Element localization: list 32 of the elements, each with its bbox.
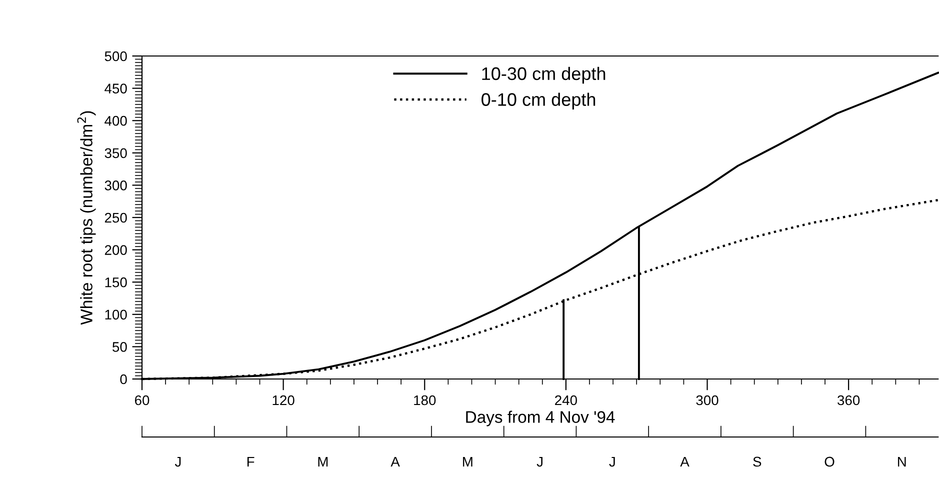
x-tick-label: 60 [134, 395, 150, 406]
category-label: J [536, 456, 542, 467]
y-tick-label: 100 [105, 310, 127, 320]
category-label: M [463, 456, 472, 467]
x-tick-label: 180 [414, 395, 436, 406]
y-tick-label: 350 [104, 148, 127, 158]
category-label: A [680, 456, 690, 467]
category-label: M [318, 456, 328, 467]
x-tick-label: 240 [555, 395, 577, 406]
y-tick-label: 250 [104, 212, 127, 223]
category-label: J [609, 456, 615, 467]
y-tick-label: 0 [120, 374, 127, 384]
category-label: A [390, 456, 400, 467]
category-label: J [174, 456, 181, 467]
x-tick-label: 300 [696, 395, 718, 406]
y-tick-label: 200 [104, 245, 127, 255]
legend-label: 0-10 cm depth [482, 92, 596, 110]
y-tick-label: 450 [104, 84, 127, 94]
category-label: O [824, 456, 834, 467]
y-axis-title: White root tips (number/dm$^{2}$) [77, 111, 96, 325]
category-label: N [898, 456, 906, 467]
legend-label: 10-30 cm depth [482, 66, 606, 84]
y-tick-label: 500 [104, 51, 127, 62]
y-tick-label: 400 [104, 116, 127, 126]
x-axis-title: Days from 4 Nov '94 [466, 410, 615, 426]
x-tick-label: 120 [272, 395, 294, 406]
x-tick-label: 360 [838, 395, 860, 406]
y-tick-label: 150 [105, 277, 127, 288]
category-label: S [753, 456, 762, 467]
y-tick-label: 50 [112, 342, 127, 352]
category-label: F [247, 456, 254, 467]
y-tick-label: 300 [104, 180, 127, 190]
